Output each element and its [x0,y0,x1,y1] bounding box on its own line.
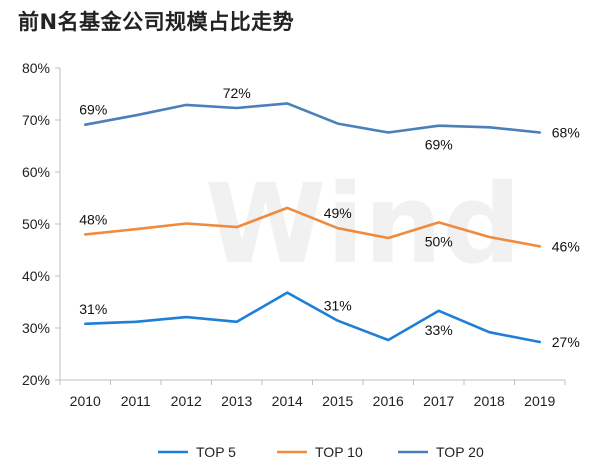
data-label: 69% [425,137,453,153]
data-label: 27% [552,334,580,350]
data-label: 68% [552,124,580,140]
axes: 20% 30% 40% 50% 60% 70% 80% 2010 2011 2012 2013 201… [22,60,566,409]
x-tick-label: 2014 [272,393,303,409]
data-labels: 31% 31% 33% 27% 48% 49% 50% 46% 69% 72% 69% 68% [79,85,580,350]
x-tick-label: 2015 [322,393,353,409]
x-tick-label: 2016 [373,393,404,409]
series-line-top-5 [84,291,542,344]
x-tick-label: 2018 [474,393,505,409]
legend-label: TOP 10 [315,444,363,460]
series-line-top-20 [84,102,542,134]
series-layer [84,102,542,344]
data-label: 31% [324,298,352,314]
data-label: 72% [223,85,251,101]
chart-title: 前N名基金公司规模占比走势 [18,10,295,34]
data-label: 50% [425,233,453,249]
watermark: Wind [205,160,521,288]
x-tick-label: 2010 [70,393,101,409]
y-tick-label: 50% [22,216,50,232]
data-label: 69% [79,102,107,118]
legend-label: TOP 20 [436,444,484,460]
data-label: 48% [79,211,107,227]
y-tick-label: 40% [22,268,50,284]
data-label: 31% [79,301,107,317]
y-tick-label: 70% [22,112,50,128]
y-tick-label: 30% [22,320,50,336]
legend-label: TOP 5 [196,444,236,460]
data-label: 33% [425,322,453,338]
x-tick-label: 2019 [524,393,555,409]
x-tick-label: 2011 [121,393,151,409]
data-label: 49% [324,205,352,221]
y-tick-label: 20% [22,372,50,388]
x-tick-label: 2017 [423,393,454,409]
x-tick-label: 2012 [171,393,202,409]
y-tick-label: 80% [22,60,50,76]
x-tick-label: 2013 [221,393,252,409]
data-label: 46% [552,238,580,254]
series-line-top-10 [84,206,542,248]
legend: TOP 5 TOP 10 TOP 20 [158,444,484,460]
y-tick-label: 60% [22,164,50,180]
